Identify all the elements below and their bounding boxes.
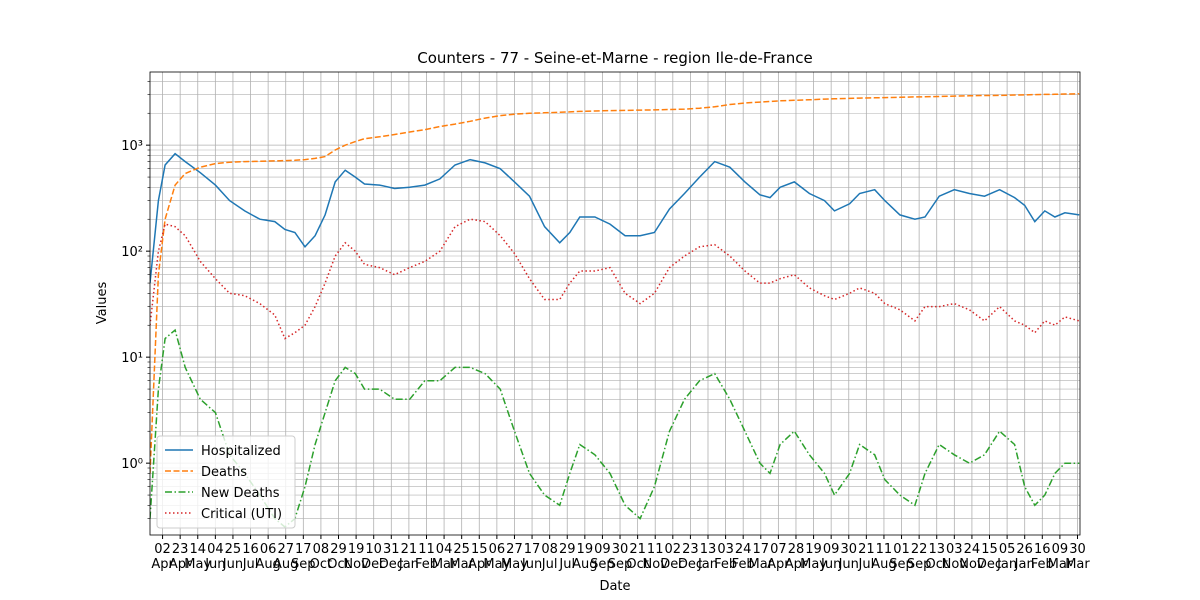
x-tick-label: 17 Mar [748,542,774,572]
x-tick-label: 04 Jun [205,542,226,572]
y-tick-label: 10² [121,245,143,260]
x-tick-label: 17 Sep [291,542,316,572]
x-tick-label: 24 Nov [959,542,985,572]
x-tick-label: 21 Oct [626,542,649,572]
x-tick-label: 03 Nov [941,542,967,572]
y-tick-label: 10³ [121,139,143,154]
chart-title: Counters - 77 - Seine-et-Marne - region … [417,49,813,67]
x-tick-label: 03 Feb [714,542,738,572]
x-tick-label: 09 Mar [1047,542,1073,572]
x-tick-label: 07 Apr [767,542,790,572]
x-tick-label: 14 May [184,542,212,572]
y-tick-label: 10⁰ [121,457,143,472]
y-axis-label: Values [95,282,110,325]
x-tick-label: 09 Sep [590,542,615,572]
legend-box [156,435,296,529]
x-tick-label: 30 Mar [1065,542,1090,572]
x-tick-label: 13 Jan [697,542,719,572]
x-tick-label: 06 Aug [255,542,281,572]
x-tick-label: 21 Jan [398,542,419,572]
x-tick-label: 21 Jul [858,542,875,572]
x-tick-label: 13 Oct [925,542,948,572]
x-tick-label: 16 Feb [1030,542,1054,572]
series-line [150,218,1080,340]
x-tick-label: 25 Mar [449,542,474,572]
x-tick-label: 19 Nov [343,542,369,572]
x-tick-label: 08 Jul [541,542,558,572]
x-tick-label: 22 Sep [906,542,932,572]
x-tick-label: 31 Dec [378,542,404,572]
x-tick-label: 23 Apr [168,542,192,572]
x-tick-label: 27 Aug [273,542,299,572]
x-tick-label: 26 Jan [1014,542,1035,572]
x-tick-label: 23 Dec [677,542,703,572]
x-tick-label: 25 Jun [222,542,244,572]
x-tick-label: 08 Oct [309,542,333,572]
x-tick-label: 09 Jun [821,542,842,572]
legend-label: Hospitalized [201,444,281,459]
x-tick-label: 02 Apr [151,542,174,572]
x-tick-label: 27 May [501,542,528,572]
x-tick-label: 19 Aug [572,542,598,572]
x-tick-label: 10 Dec [361,542,387,572]
x-tick-label: 15 Dec [976,542,1003,572]
x-tick-label: 11 Aug [871,542,897,572]
legend-label: Deaths [201,465,247,480]
x-tick-label: 30 Sep [607,542,633,572]
x-tick-label: 28 Apr [784,542,808,572]
x-tick-label: 11 Feb [414,542,438,572]
x-tick-label: 11 Nov [642,542,668,572]
x-tick-label: 30 Jun [838,542,859,572]
legend-label: New Deaths [201,486,280,501]
series-line [150,152,1080,284]
x-tick-label: 24 Feb [731,542,755,572]
series-line [150,93,1080,474]
x-tick-label: 05 Jan [997,542,1018,572]
x-tick-label: 16 Jul [242,542,259,572]
x-tick-label: 29 Oct [327,542,350,572]
x-tick-label: 17 Jun [521,542,543,572]
y-tick-label: 10¹ [121,351,143,366]
x-tick-label: 19 May [800,542,827,572]
x-tick-label: 15 Apr [468,542,491,572]
x-axis-label: Date [599,579,630,594]
x-tick-label: 02 Dec [660,542,686,572]
x-tick-label: 06 May [483,542,511,572]
x-tick-label: 04 Mar [431,542,457,572]
x-tick-label: 01 Sep [889,542,914,572]
x-tick-label: 29 Jul [558,542,576,572]
axes-frame [149,71,1081,536]
legend-label: Critical (UTI) [201,507,282,522]
